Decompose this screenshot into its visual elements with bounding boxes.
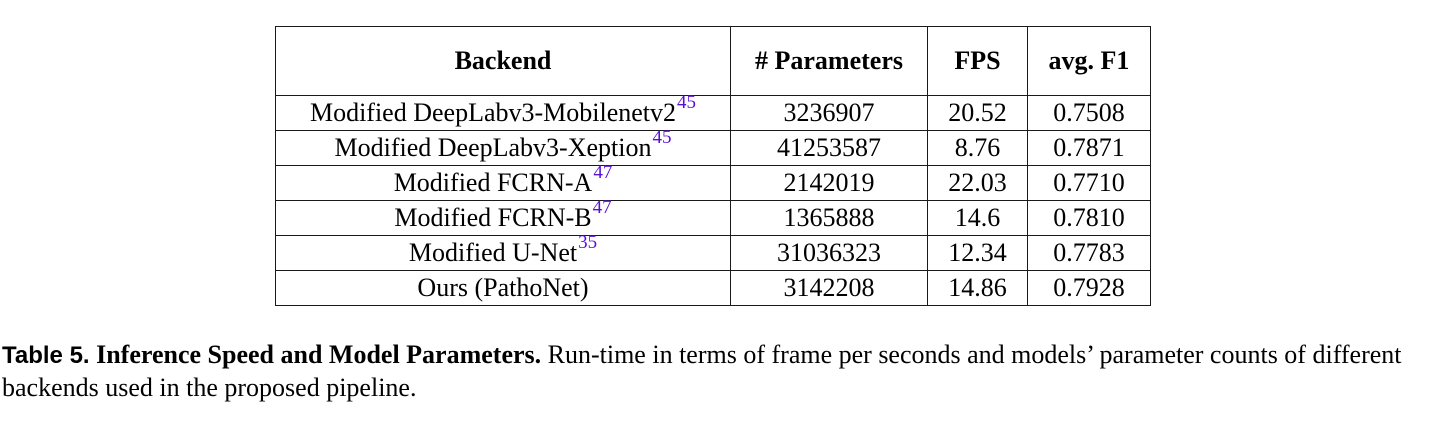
table-row: Modified U-Net35 31036323 12.34 0.7783	[275, 233, 1151, 271]
f1-cell: 0.7710	[1027, 165, 1151, 201]
backend-name: Ours (PathoNet)	[417, 273, 589, 302]
backend-cell: Modified DeepLabv3-Mobilenetv245	[275, 93, 731, 131]
f1-cell: 0.7508	[1027, 95, 1151, 131]
citation-ref[interactable]: 45	[677, 92, 697, 113]
backend-cell: Ours (PathoNet)	[275, 270, 731, 306]
fps-cell: 14.86	[927, 270, 1028, 306]
params-cell: 41253587	[730, 130, 928, 166]
fps-cell: 14.6	[927, 200, 1028, 236]
caption-text: Run-time in terms of frame per seconds a…	[2, 340, 1402, 402]
params-cell: 2142019	[730, 165, 928, 201]
backend-name: Modified DeepLabv3-Mobilenetv2	[309, 98, 677, 127]
table-row: Modified DeepLabv3-Xeption45 41253587 8.…	[275, 128, 1151, 166]
backend-name: Modified DeepLabv3-Xeption	[334, 133, 652, 162]
fps-cell: 12.34	[927, 235, 1028, 271]
caption-title: Inference Speed and Model Parameters.	[96, 340, 542, 369]
table-header-row: Backend # Parameters FPS avg. F1	[275, 26, 1151, 96]
backend-cell: Modified FCRN-A47	[275, 163, 731, 201]
backend-name: Modified FCRN-B	[394, 203, 592, 232]
params-cell: 31036323	[730, 235, 928, 271]
header-backend: Backend	[275, 26, 731, 96]
params-cell: 1365888	[730, 200, 928, 236]
citation-ref[interactable]: 47	[593, 162, 613, 183]
f1-cell: 0.7783	[1027, 235, 1151, 271]
caption-label: Table 5.	[2, 342, 90, 369]
f1-cell: 0.7810	[1027, 200, 1151, 236]
citation-ref[interactable]: 45	[652, 127, 672, 148]
backend-cell: Modified FCRN-B47	[275, 198, 731, 236]
backend-name: Modified U-Net	[408, 238, 578, 267]
f1-cell: 0.7871	[1027, 130, 1151, 166]
fps-cell: 20.52	[927, 95, 1028, 131]
params-cell: 3142208	[730, 270, 928, 306]
fps-cell: 8.76	[927, 130, 1028, 166]
header-parameters: # Parameters	[730, 26, 928, 96]
table-caption: Table 5. Inference Speed and Model Param…	[2, 339, 1432, 404]
params-cell: 3236907	[730, 95, 928, 131]
citation-ref[interactable]: 47	[592, 197, 612, 218]
table-row: Ours (PathoNet) 3142208 14.86 0.7928	[275, 270, 1151, 306]
header-avg-f1: avg. F1	[1027, 26, 1151, 96]
backend-name: Modified FCRN-A	[393, 168, 593, 197]
fps-cell: 22.03	[927, 165, 1028, 201]
table-row: Modified FCRN-B47 1365888 14.6 0.7810	[275, 198, 1151, 236]
f1-cell: 0.7928	[1027, 270, 1151, 306]
table-row: Modified DeepLabv3-Mobilenetv245 3236907…	[275, 93, 1151, 131]
header-fps: FPS	[927, 26, 1028, 96]
citation-ref[interactable]: 35	[578, 232, 598, 253]
backend-cell: Modified U-Net35	[275, 233, 731, 271]
results-table: Backend # Parameters FPS avg. F1 Modifie…	[275, 26, 1151, 306]
table-row: Modified FCRN-A47 2142019 22.03 0.7710	[275, 163, 1151, 201]
backend-cell: Modified DeepLabv3-Xeption45	[275, 128, 731, 166]
